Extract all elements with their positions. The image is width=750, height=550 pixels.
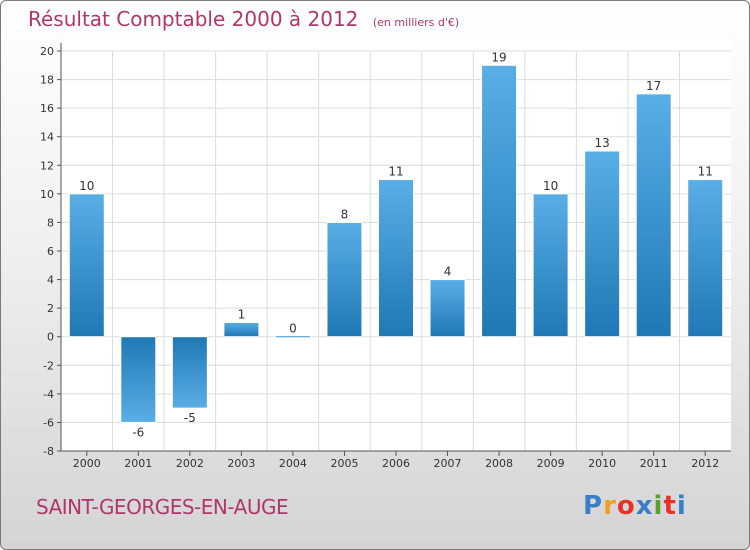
- y-tick-label: 14: [40, 131, 54, 144]
- title-row: Résultat Comptable 2000 à 2012 (en milli…: [28, 7, 459, 31]
- value-label-2002: -5: [184, 411, 196, 425]
- y-tick-label: 20: [40, 45, 54, 58]
- y-tick-label: 18: [40, 74, 54, 87]
- y-tick-label: -2: [43, 359, 54, 372]
- x-tick-label-2010: 2010: [588, 457, 616, 470]
- x-tick-label-2001: 2001: [124, 457, 152, 470]
- bar-2010: [584, 150, 621, 338]
- bar-2012: [687, 179, 724, 338]
- value-label-2012: 11: [698, 165, 713, 179]
- logo-letter: i: [676, 491, 687, 521]
- y-tick-label: 10: [40, 188, 54, 201]
- value-label-2009: 10: [543, 179, 558, 193]
- x-tick-label-2000: 2000: [73, 457, 101, 470]
- x-tick-label-2004: 2004: [279, 457, 307, 470]
- logo-letter: r: [603, 491, 617, 521]
- logo-letter: o: [616, 491, 636, 521]
- value-label-2003: 1: [238, 307, 246, 321]
- x-tick-label-2007: 2007: [434, 457, 462, 470]
- chart-subtitle: (en milliers d'€): [372, 16, 460, 29]
- y-tick-label: 16: [40, 102, 54, 115]
- logo-letter: x: [635, 491, 654, 521]
- x-tick-label-2002: 2002: [176, 457, 204, 470]
- value-label-2007: 4: [444, 265, 452, 279]
- x-tick-label-2009: 2009: [537, 457, 565, 470]
- bar-2002: [171, 336, 208, 409]
- x-tick-label-2012: 2012: [691, 457, 719, 470]
- bar-2007: [429, 279, 466, 338]
- y-tick-label: 6: [47, 245, 54, 258]
- value-label-2011: 17: [646, 79, 661, 93]
- bar-2003: [223, 321, 260, 338]
- x-tick-label-2005: 2005: [330, 457, 358, 470]
- commune-name: SAINT-GEORGES-EN-AUGE: [36, 495, 289, 519]
- bar-2008: [481, 64, 518, 338]
- y-tick-label: -4: [43, 388, 54, 401]
- value-label-2010: 13: [595, 136, 610, 150]
- y-tick-label: 8: [47, 216, 54, 229]
- value-label-2008: 19: [491, 50, 506, 64]
- y-tick-label: 4: [47, 274, 54, 287]
- bar-2000: [68, 193, 105, 338]
- y-tick-label: 2: [47, 302, 54, 315]
- logo-letter: P: [583, 491, 604, 521]
- x-tick-label-2011: 2011: [640, 457, 668, 470]
- proxiti-logo: Proxiti: [583, 491, 687, 521]
- bar-2001: [120, 336, 157, 423]
- logo-letter: t: [663, 491, 677, 521]
- bar-2006: [378, 179, 414, 338]
- x-tick-label-2006: 2006: [382, 457, 410, 470]
- y-tick-label: 0: [47, 331, 54, 344]
- bar-2004: [274, 335, 311, 339]
- chart-title: Résultat Comptable 2000 à 2012: [28, 7, 359, 31]
- value-label-2006: 11: [388, 165, 403, 179]
- value-label-2000: 10: [79, 179, 94, 193]
- value-label-2004: 0: [289, 322, 297, 336]
- bar-2011: [635, 93, 672, 338]
- x-tick-label-2008: 2008: [485, 457, 513, 470]
- y-tick-label: -6: [43, 416, 54, 429]
- bar-2005: [326, 221, 363, 338]
- value-label-2001: -6: [132, 425, 144, 439]
- y-tick-label: -8: [43, 445, 54, 458]
- y-tick-label: 12: [40, 159, 54, 172]
- bar-2009: [532, 193, 569, 338]
- value-label-2005: 8: [341, 207, 349, 221]
- x-tick-label-2003: 2003: [227, 457, 255, 470]
- logo-letter: i: [653, 491, 664, 521]
